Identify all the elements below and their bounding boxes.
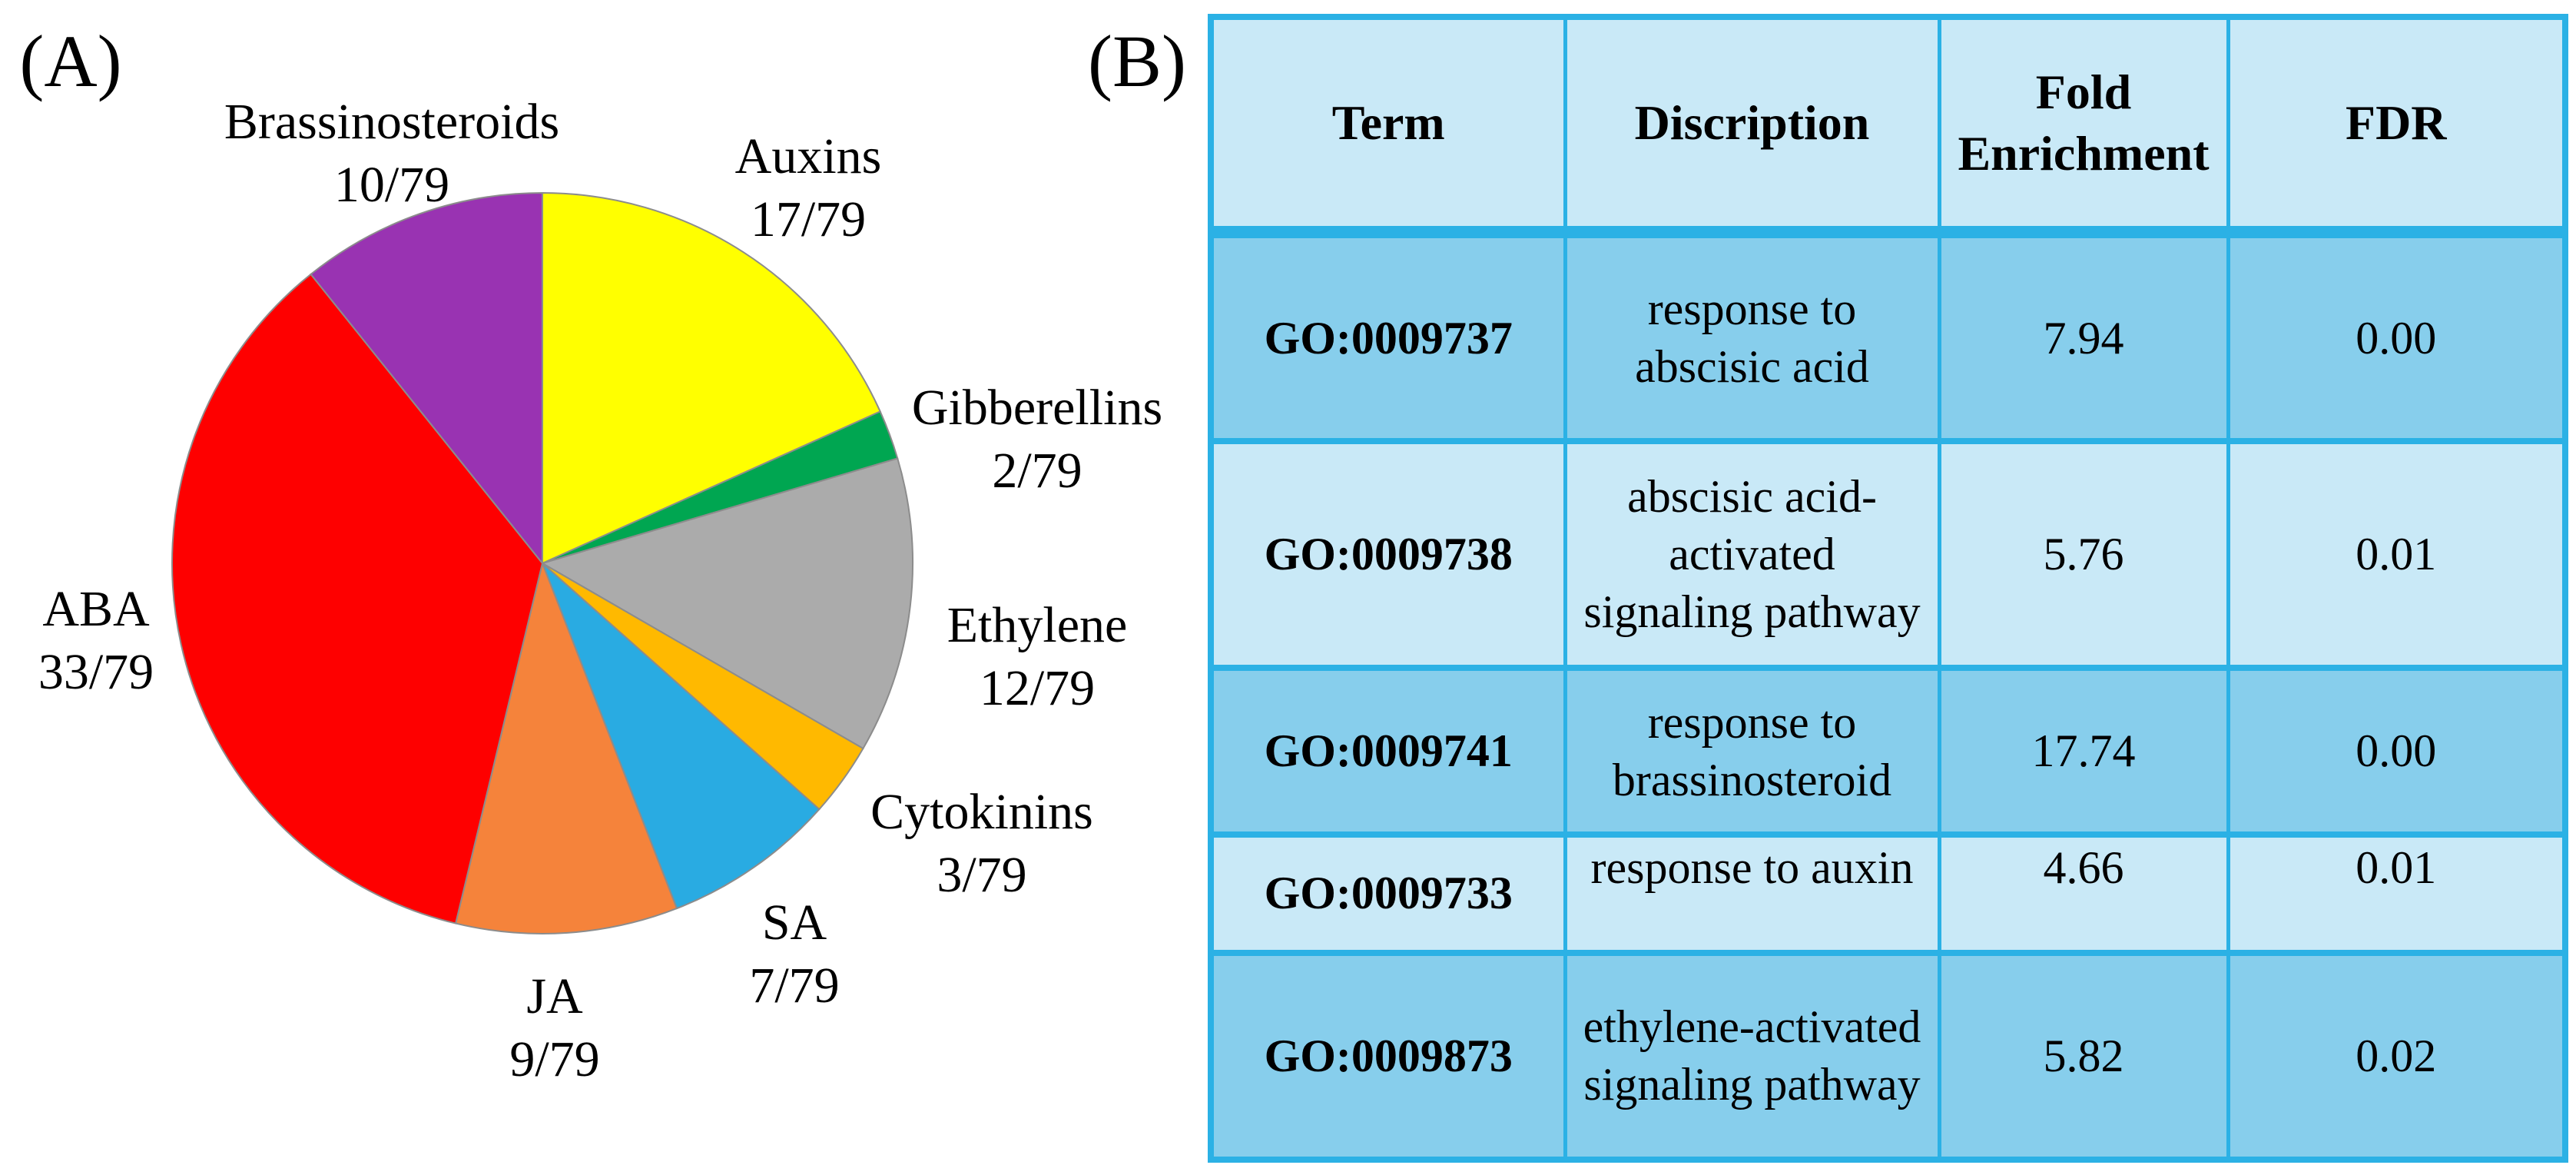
pie-label-fraction: 17/79 <box>750 191 867 247</box>
table-row: GO:0009873 ethylene-activated signaling pa… <box>1208 949 2568 1163</box>
header-line: Term <box>1331 95 1445 150</box>
column-header-fold-enrichment: Fold Enrichment <box>1937 14 2230 238</box>
go-term-cell: GO:0009733 <box>1208 831 1567 956</box>
column-header-discription: Discription <box>1563 14 1941 238</box>
description-cell: response to auxin <box>1563 831 1941 956</box>
pie-label-name: JA <box>526 968 583 1025</box>
pie-slice-ja <box>454 560 678 934</box>
column-header-fdr: FDR <box>2226 14 2568 238</box>
pie-label-fraction: 33/79 <box>38 644 154 700</box>
go-term-cell: GO:0009737 <box>1208 228 1567 445</box>
description-line: signaling pathway <box>1583 1059 1921 1110</box>
fold-enrichment-cell: 5.76 <box>1937 438 2230 672</box>
table-body: GO:0009737 response to abscisic acid 7.94 0.… <box>1208 228 2568 1163</box>
description-line: ethylene-activated <box>1583 1001 1921 1053</box>
fdr-cell: 0.01 <box>2226 831 2568 956</box>
pie-label-fraction: 7/79 <box>749 958 840 1014</box>
column-header-term: Term <box>1208 14 1567 238</box>
fold-enrichment-cell: 5.82 <box>1937 949 2230 1163</box>
go-term-cell: GO:0009873 <box>1208 949 1567 1163</box>
description-cell: response to abscisic acid <box>1563 228 1941 445</box>
fold-enrichment-cell: 4.66 <box>1937 831 2230 956</box>
table-row: GO:0009737 response to abscisic acid 7.94 0.… <box>1208 228 2568 445</box>
pie-label-auxins: Auxins 17/79 <box>735 125 882 251</box>
fold-enrichment-cell: 17.74 <box>1937 665 2230 838</box>
fdr-cell: 0.02 <box>2226 949 2568 1163</box>
table-row: GO:0009733 response to auxin 4.66 0.01 <box>1208 831 2568 956</box>
pie-slice-auxins <box>542 191 881 565</box>
pie-label-name: SA <box>761 895 827 951</box>
description-cell: abscisic acid-activated signaling pathway <box>1563 438 1941 672</box>
pie-label-name: ABA <box>42 581 150 638</box>
description-line: response to auxin <box>1590 842 1914 894</box>
pie-label-fraction: 9/79 <box>509 1031 600 1087</box>
pie-label-name: Auxins <box>734 128 882 185</box>
pie-label-brassinosteroids: Brassinosteroids 10/79 <box>224 91 559 217</box>
pie-label-aba: ABA 33/79 <box>38 578 154 704</box>
fdr-cell: 0.00 <box>2226 665 2568 838</box>
panel-a-label: (A) <box>19 20 122 102</box>
pie-label-name: Cytokinins <box>870 784 1093 841</box>
description-line: response to <box>1647 696 1857 748</box>
pie-slice-ethylene <box>540 457 913 750</box>
description-line: signaling pathway <box>1583 586 1921 638</box>
pie-label-sa: SA 7/79 <box>749 891 839 1017</box>
go-term-cell: GO:0009741 <box>1208 665 1567 838</box>
table-row: GO:0009741 response to brassinosteroid 17.7… <box>1208 665 2568 838</box>
description-line: response to <box>1647 284 1857 335</box>
pie-label-name: Brassinosteroids <box>224 94 560 151</box>
pie-label-cytokinins: Cytokinins 3/79 <box>870 781 1093 907</box>
description-line: abscisic acid- <box>1627 471 1877 523</box>
pie-label-fraction: 12/79 <box>979 660 1096 716</box>
fdr-cell: 0.00 <box>2226 228 2568 445</box>
description-line: activated <box>1669 529 1835 580</box>
header-row: Term Discription Fold Enrichment FDR <box>1208 14 2568 238</box>
description-cell: response to brassinosteroid <box>1563 665 1941 838</box>
go-enrichment-table: Term Discription Fold Enrichment FDR GO:0009… <box>1208 14 2568 1163</box>
header-line: Enrichment <box>1958 126 2210 181</box>
pie-label-ja: JA 9/79 <box>509 965 599 1091</box>
header-line: Fold <box>2035 65 2132 119</box>
pie-slice-aba <box>171 273 544 924</box>
panel-b-label: (B) <box>1088 20 1186 102</box>
go-term-cell: GO:0009738 <box>1208 438 1567 672</box>
description-line: brassinosteroid <box>1612 754 1892 805</box>
pie-slice-sa <box>542 563 821 910</box>
pie-label-ethylene: Ethylene 12/79 <box>947 594 1128 720</box>
pie-slice-brassinosteroids <box>310 191 543 566</box>
fdr-cell: 0.01 <box>2226 438 2568 672</box>
description-line: abscisic acid <box>1635 341 1869 393</box>
header-line: FDR <box>2345 95 2447 150</box>
pie-label-name: Ethylene <box>947 597 1128 654</box>
description-cell: ethylene-activated signaling pathway <box>1563 949 1941 1163</box>
pie-label-name: Gibberellins <box>911 380 1163 436</box>
pie-label-fraction: 10/79 <box>333 157 450 213</box>
table-row: GO:0009738 abscisic acid-activated signali… <box>1208 438 2568 672</box>
pie-label-fraction: 3/79 <box>937 847 1027 903</box>
header-line: Discription <box>1634 95 1870 150</box>
fold-enrichment-cell: 7.94 <box>1937 228 2230 445</box>
table-header: Term Discription Fold Enrichment FDR <box>1208 14 2568 238</box>
pie-label-gibberellins: Gibberellins 2/79 <box>912 377 1162 503</box>
pie-label-fraction: 2/79 <box>992 443 1082 499</box>
